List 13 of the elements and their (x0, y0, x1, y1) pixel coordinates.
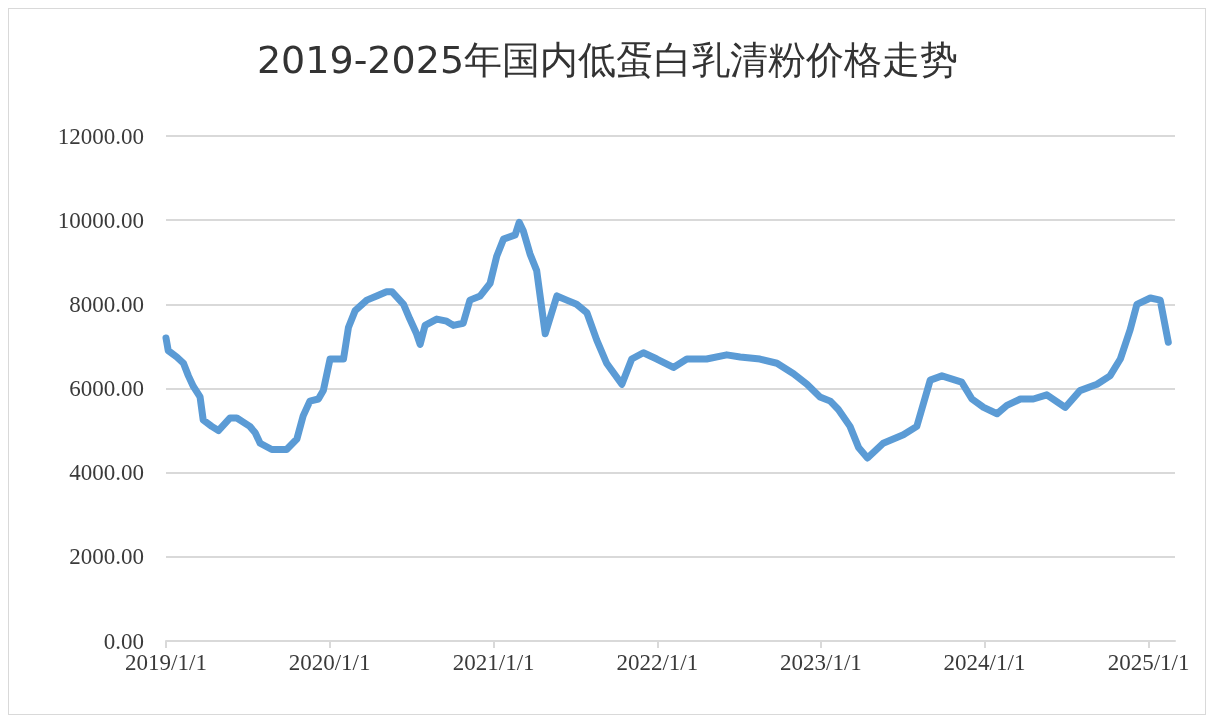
x-tick-label: 2025/1/1 (1107, 650, 1190, 675)
chart-title: 2019-2025年国内低蛋白乳清粉价格走势 (256, 38, 959, 82)
y-tick-label: 4000.00 (69, 460, 144, 486)
y-tick-label: 12000.00 (57, 123, 144, 149)
y-tick-label: 8000.00 (69, 291, 144, 317)
y-tick-label: 2000.00 (69, 544, 144, 570)
x-tick-label: 2024/1/1 (943, 650, 1026, 675)
x-tick-label: 2020/1/1 (288, 650, 371, 675)
x-tick-label: 2021/1/1 (452, 650, 535, 675)
x-tick-label: 2022/1/1 (616, 650, 699, 675)
y-tick-label: 10000.00 (57, 207, 144, 233)
y-tick-label: 6000.00 (69, 376, 144, 401)
x-tick-label: 2023/1/1 (780, 650, 862, 675)
